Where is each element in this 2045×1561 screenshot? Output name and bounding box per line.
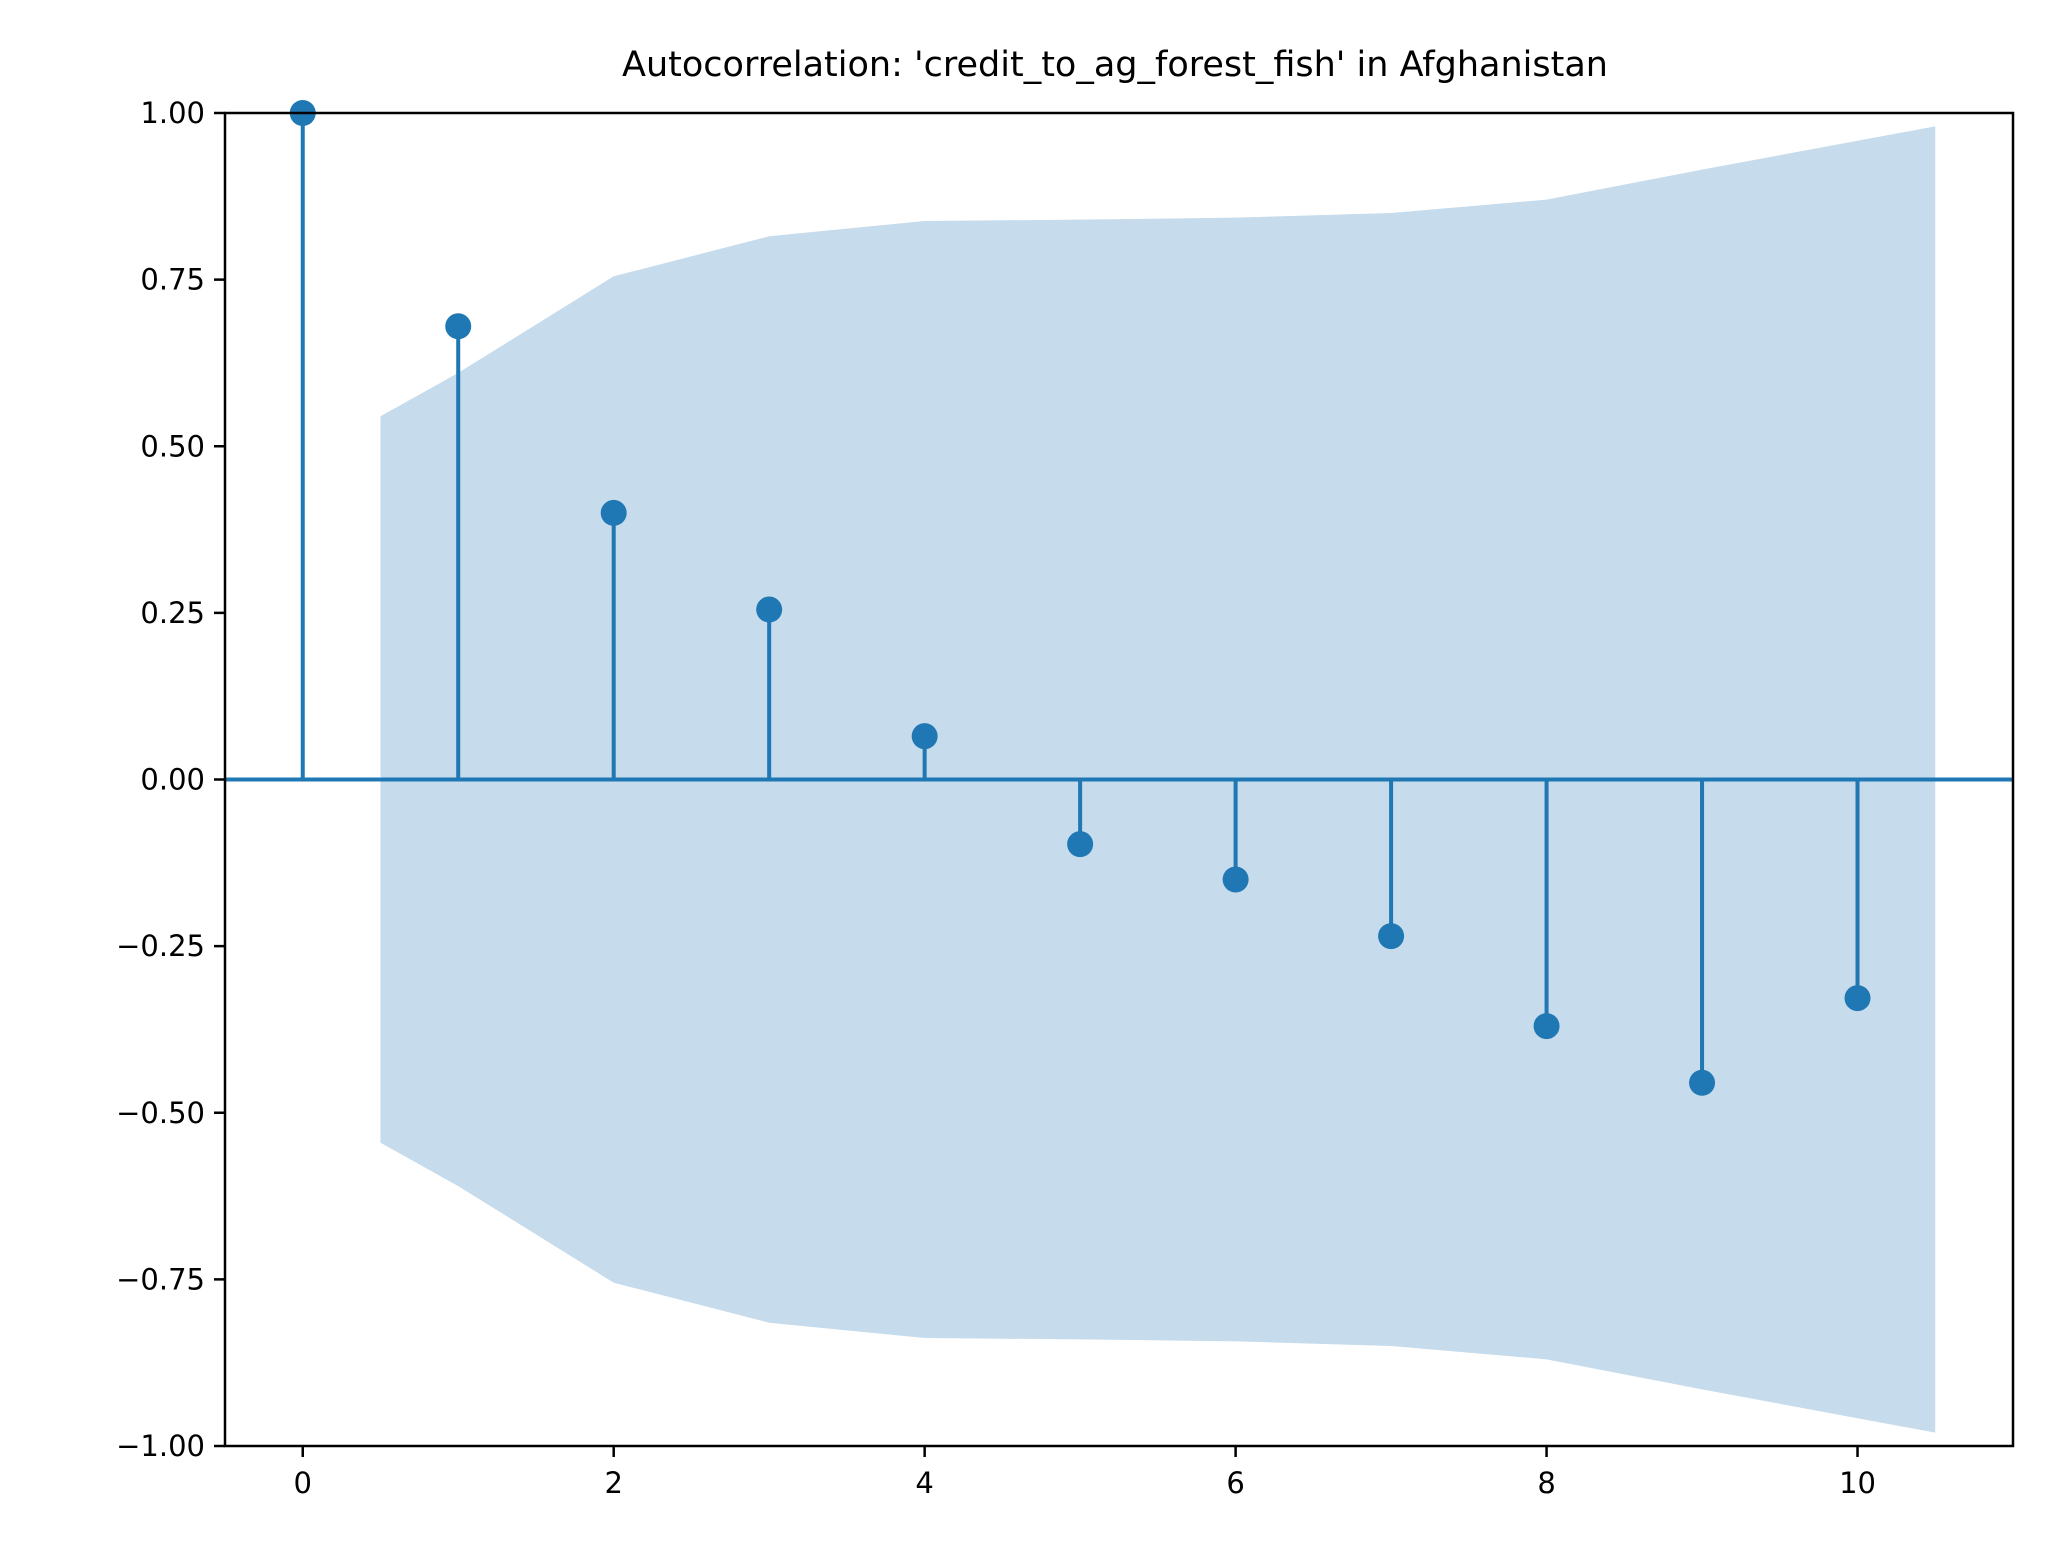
stem-marker-lag-9 — [1689, 1069, 1716, 1096]
x-tick-label: 4 — [915, 1466, 933, 1500]
y-tick-label: −1.00 — [116, 1429, 205, 1463]
x-tick-label: 10 — [1839, 1466, 1876, 1500]
y-tick-label: 0.75 — [140, 263, 205, 297]
stem-marker-lag-1 — [445, 313, 472, 340]
x-tick-label: 0 — [294, 1466, 312, 1500]
x-tick-label: 8 — [1537, 1466, 1555, 1500]
chart-title: Autocorrelation: 'credit_to_ag_forest_fi… — [622, 45, 1608, 85]
stem-marker-lag-6 — [1222, 866, 1249, 893]
tick-layer: 1.00 0.75 0.50 0.25 0.00 −0.25 −0.50 −0.75 −1.00… — [116, 96, 1876, 1500]
y-tick-label: 0.00 — [140, 763, 205, 797]
stem-marker-lag-2 — [600, 499, 627, 526]
stem-marker-lag-5 — [1067, 831, 1094, 858]
y-tick-label: 0.50 — [140, 429, 205, 463]
y-tick-label: 1.00 — [140, 96, 205, 130]
stem-marker-lag-7 — [1378, 923, 1405, 950]
stem-marker-lag-4 — [911, 723, 938, 750]
y-tick-label: −0.75 — [116, 1262, 205, 1296]
stem-marker-lag-8 — [1533, 1013, 1560, 1040]
stem-marker-lag-3 — [756, 596, 783, 623]
y-tick-label: −0.25 — [116, 929, 205, 963]
x-tick-label: 2 — [604, 1466, 622, 1500]
y-tick-label: −0.50 — [116, 1096, 205, 1130]
stem-marker-lag-10 — [1844, 985, 1871, 1012]
y-tick-label: 0.25 — [140, 596, 205, 630]
x-tick-label: 6 — [1226, 1466, 1244, 1500]
